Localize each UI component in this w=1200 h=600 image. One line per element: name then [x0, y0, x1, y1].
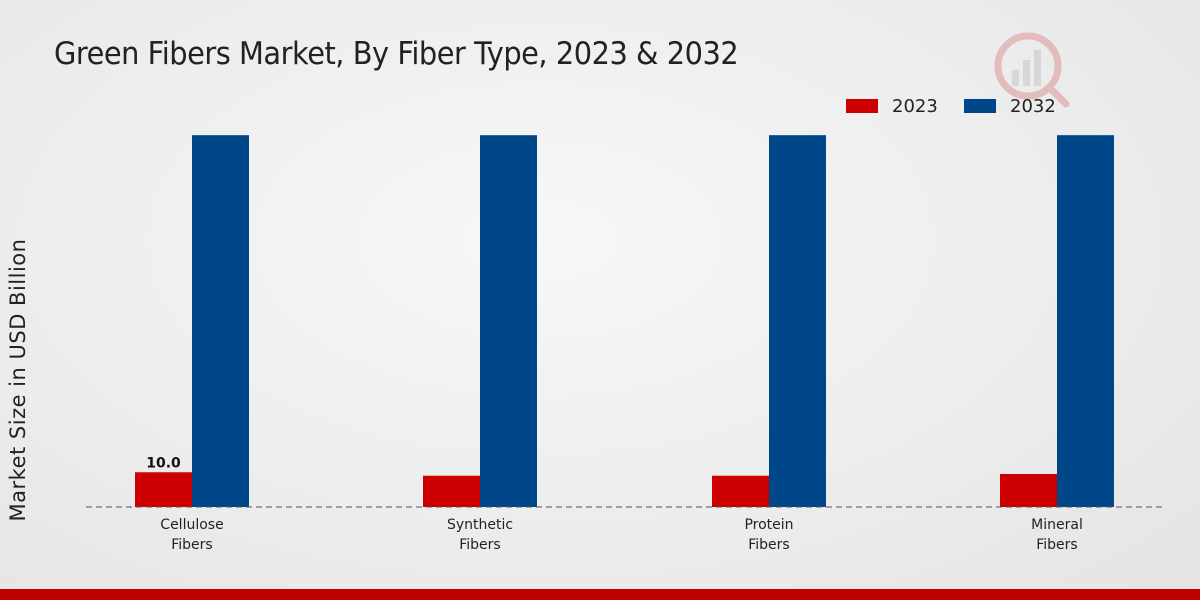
- bar-2023-0: [135, 472, 192, 507]
- bar-2023-3: [1000, 473, 1057, 507]
- legend-label-2032: 2032: [1010, 95, 1056, 117]
- bar-2023-2: [712, 475, 769, 507]
- data-label-0: 10.0: [146, 455, 181, 471]
- watermark-logo-icon: [994, 32, 1070, 108]
- bar-2032-0: [192, 135, 249, 508]
- legend-item-2032: 2032: [964, 94, 1056, 118]
- legend-label-2023: 2023: [892, 95, 938, 117]
- x-tick-label-0: Cellulose Fibers: [160, 517, 223, 553]
- x-tick-label-2: Protein Fibers: [744, 517, 793, 553]
- legend-swatch-2023: [846, 99, 878, 113]
- chart-title: Green Fibers Market, By Fiber Type, 2023…: [54, 36, 739, 72]
- bar-2032-2: [769, 135, 826, 508]
- x-tick-label-1: Synthetic Fibers: [447, 517, 513, 553]
- legend-item-2023: 2023: [846, 94, 938, 118]
- bar-2032-1: [480, 135, 537, 508]
- x-tick-label-3: Mineral Fibers: [1031, 517, 1083, 553]
- bar-2032-3: [1057, 135, 1114, 508]
- footer-bar: [0, 589, 1200, 600]
- legend-swatch-2032: [964, 99, 996, 113]
- bar-2023-1: [423, 475, 480, 507]
